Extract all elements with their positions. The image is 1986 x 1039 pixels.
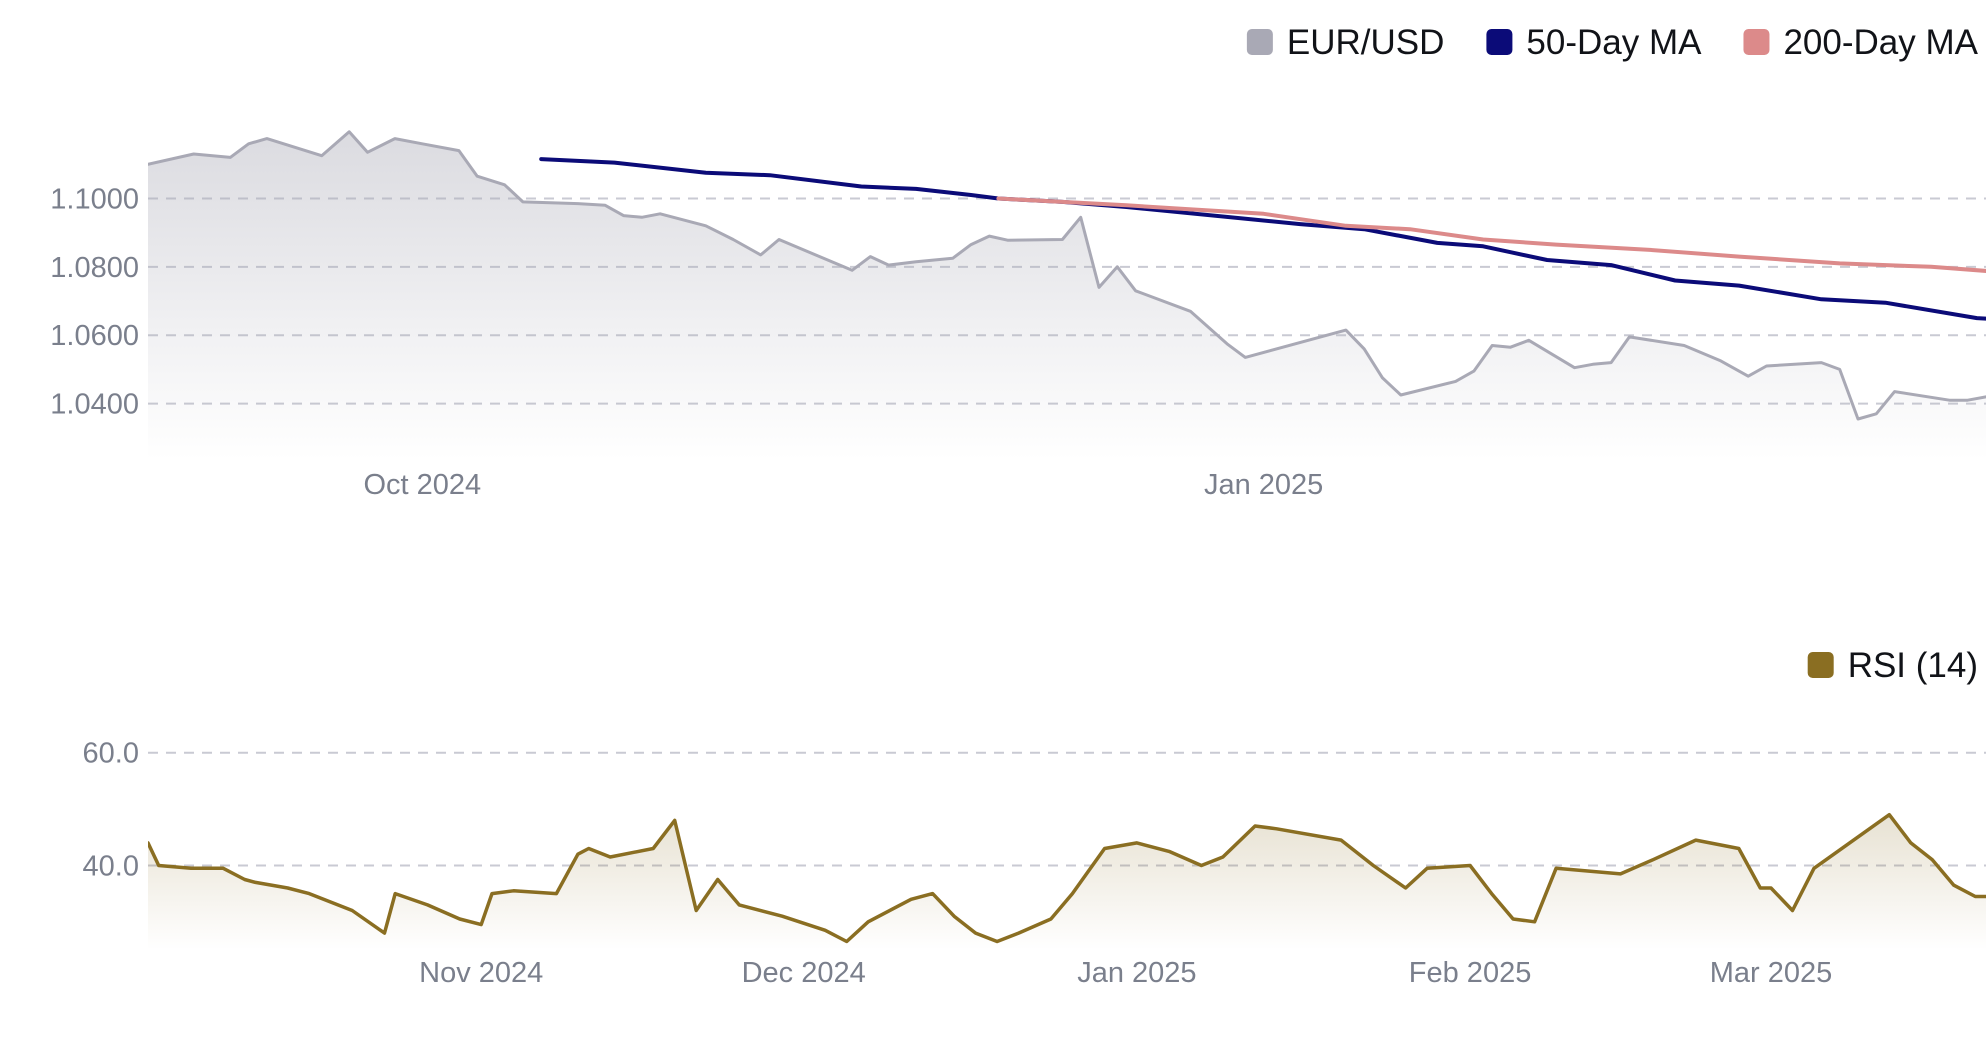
legend-label: 50-Day MA <box>1526 23 1702 62</box>
legend-swatch <box>1743 29 1770 55</box>
series-line <box>148 812 1986 944</box>
series-line <box>148 130 1986 421</box>
y-tick-label: 1.0800 <box>50 252 139 284</box>
rsi-panel: 60.0 40.0 Nov 2024 Dec 2024 Jan 2025 Feb 2025… <box>83 646 1986 989</box>
series-area <box>148 131 1986 460</box>
legend-label: 200-Day MA <box>1783 23 1978 62</box>
x-tick-label: Jan 2025 <box>1204 469 1323 501</box>
legend-swatch <box>1807 652 1834 678</box>
x-tick-label: Jan 2025 <box>1077 957 1196 989</box>
y-tick-label: 60.0 <box>83 738 139 770</box>
y-tick-label: 40.0 <box>83 850 139 882</box>
series-line <box>539 157 1986 321</box>
series-area <box>148 814 1986 950</box>
x-tick-label: Oct 2024 <box>363 469 481 501</box>
x-tick-label: Mar 2025 <box>1710 957 1833 989</box>
x-tick-label: Dec 2024 <box>742 957 866 989</box>
legend-label: EUR/USD <box>1287 23 1445 62</box>
legend-label: RSI (14) <box>1848 646 1978 685</box>
x-tick-label: Feb 2025 <box>1409 957 1532 989</box>
legend-swatch <box>1486 29 1513 55</box>
y-tick-label: 1.0400 <box>50 389 139 421</box>
legend-swatch <box>1246 29 1273 55</box>
x-tick-label: Nov 2024 <box>419 957 543 989</box>
price-panel: 1.1000 1.0800 1.0600 1.0400 Oct 2024 Jan 2025… <box>50 23 1986 501</box>
series-line <box>996 196 1986 273</box>
y-tick-label: 1.1000 <box>50 183 139 215</box>
y-tick-label: 1.0600 <box>50 320 139 352</box>
